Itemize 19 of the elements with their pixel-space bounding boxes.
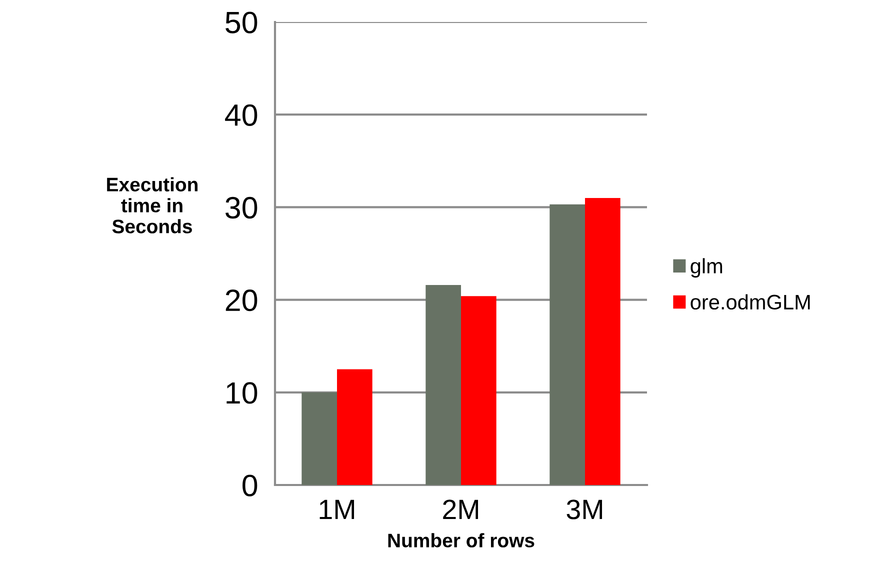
x-axis-title: Number of rows — [388, 533, 534, 548]
y-tick-label: 10 — [226, 382, 258, 404]
bar — [302, 392, 337, 485]
y-tick-label: 30 — [226, 196, 258, 219]
bar — [461, 296, 496, 485]
bar — [550, 204, 585, 485]
y-tick-label: 40 — [225, 104, 258, 126]
y-tick-label: 20 — [226, 290, 258, 312]
legend-label: glm — [690, 258, 722, 278]
bar — [426, 284, 461, 485]
y-tick-label: 50 — [226, 12, 258, 34]
y-axis-title: Execution time in Seconds — [107, 177, 198, 234]
legend-label: ore.odmGLM — [690, 294, 810, 310]
y-tick-label: 0 — [242, 474, 258, 496]
x-tick-label: 1M — [320, 500, 354, 520]
bar — [337, 369, 372, 485]
x-tick-label: 3M — [566, 500, 602, 520]
bar — [585, 198, 620, 485]
x-tick-label: 2M — [443, 500, 478, 520]
